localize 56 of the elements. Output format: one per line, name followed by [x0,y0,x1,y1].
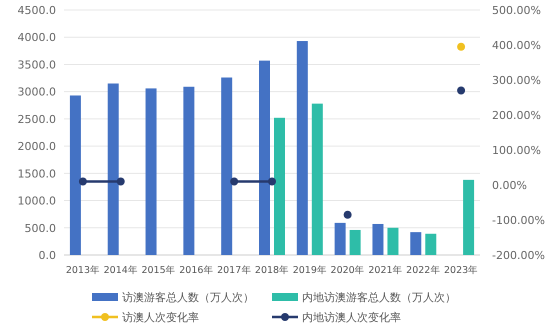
y-tick-label: 4500.0 [18,4,56,17]
x-tick-label: 2019年 [292,264,327,276]
y2-tick-label: -100.00% [492,214,545,227]
x-tick-label: 2021年 [368,264,403,276]
bar [312,104,323,255]
point [457,42,466,51]
bar [146,88,157,255]
bar [425,234,436,255]
legend-label: 访澳人次变化率 [122,311,199,324]
y-tick-label: 0.0 [38,249,56,262]
bar [259,60,270,255]
bar [183,86,194,255]
y2-tick-label: 100.00% [492,144,541,157]
x-tick-label: 2022年 [406,264,440,276]
y-tick-label: 4000.0 [18,31,56,44]
y2-tick-label: 500.00% [492,4,541,17]
y2-tick-label: 200.00% [492,109,541,122]
x-tick-label: 2015年 [141,264,176,276]
legend-label: 内地访澳人次变化率 [302,311,401,324]
bar [463,180,474,255]
point [78,178,87,186]
point [116,178,125,186]
y2-tick-label: -200.00% [492,249,545,262]
x-tick-label: 2020年 [330,264,365,276]
bar [350,230,361,255]
point [268,178,276,186]
bar [274,118,285,255]
bar [108,84,119,255]
point [344,210,352,219]
bar [334,222,346,255]
point [230,178,238,186]
y-tick-label: 2000.0 [18,140,56,154]
y-tick-label: 2500.0 [18,112,56,126]
x-tick-label: 2017年 [217,264,252,276]
legend-label: 访澳游客总人数（万人次） [122,291,254,304]
y-tick-label: 3500.0 [18,58,56,72]
x-tick-label: 2023年 [444,264,478,276]
y2-tick-label: 400.00% [492,39,541,52]
y-tick-label: 500.0 [24,222,56,235]
bar [70,95,81,255]
y2-tick-label: 300.00% [492,74,541,87]
point [457,86,466,94]
y-tick-label: 3000.0 [18,86,56,99]
x-tick-label: 2018年 [254,264,290,276]
y2-tick-label: 0.00% [492,179,527,192]
legend-label: 内地访澳游客总人数（万人次） [302,291,456,304]
bar [410,232,422,255]
y-tick-label: 1500.0 [18,167,56,180]
bar [221,78,232,255]
bar [372,224,384,255]
x-tick-label: 2014年 [104,264,138,276]
y-tick-label: 1000.0 [18,194,56,208]
bar [387,228,398,255]
x-tick-label: 2016年 [179,264,214,276]
x-tick-label: 2013年 [66,264,100,276]
bar [296,41,308,255]
